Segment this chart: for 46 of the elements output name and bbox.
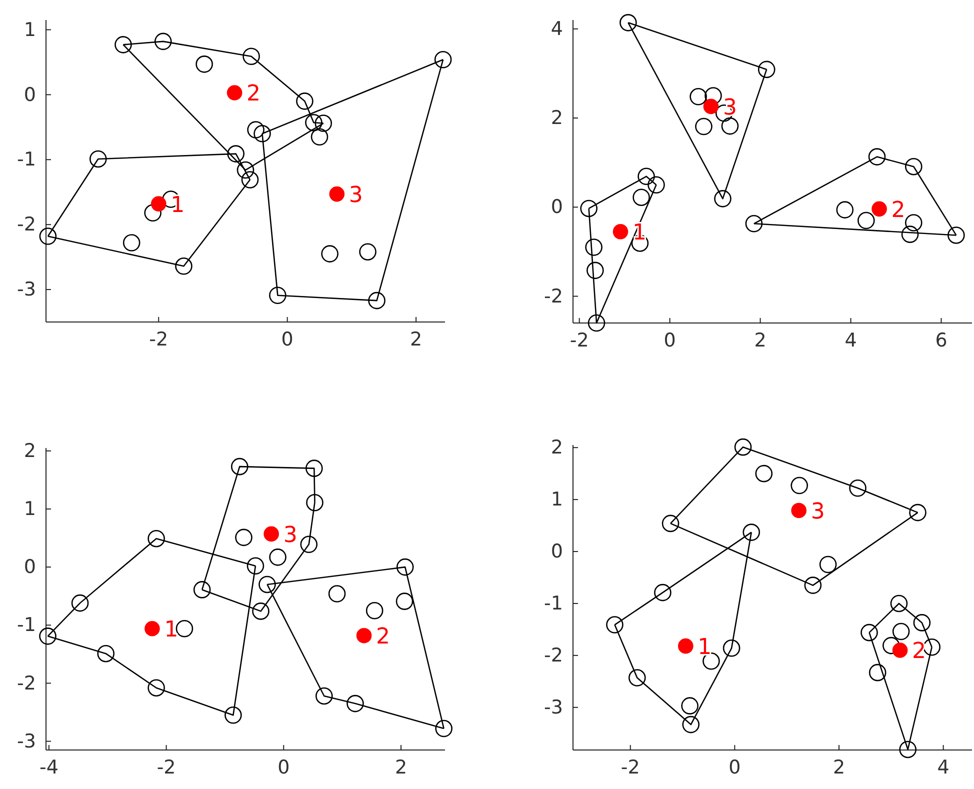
- annotation: 3: [283, 522, 298, 548]
- annotation: 1: [698, 635, 712, 660]
- x-tick-label: 4: [937, 756, 950, 778]
- y-tick-label: -1: [17, 148, 36, 171]
- x-tick-label: 2: [394, 756, 408, 778]
- annotation: 1: [164, 618, 178, 643]
- x-tick-label: 4: [844, 329, 857, 352]
- annotation: 2: [891, 198, 906, 223]
- y-tick-label: 1: [550, 488, 563, 511]
- x-tick-label: 0: [281, 328, 294, 350]
- y-tick-label: 0: [24, 556, 36, 578]
- y-tick-label: 1: [24, 498, 36, 520]
- y-tick-label: 2: [24, 440, 36, 462]
- x-tick-label: 6: [935, 329, 948, 352]
- y-tick-label: -2: [544, 285, 563, 308]
- annotation: 3: [348, 183, 363, 208]
- x-tick-label: 0: [664, 329, 676, 352]
- x-tick-label: -2: [570, 329, 589, 352]
- y-tick-label: -3: [17, 730, 36, 752]
- annotation: 3: [810, 499, 825, 524]
- y-tick-label: -2: [17, 214, 36, 236]
- annotation: 2: [376, 624, 390, 650]
- y-tick-label: 2: [550, 107, 563, 130]
- annotation: 2: [246, 82, 261, 107]
- y-tick-label: -3: [544, 696, 563, 718]
- x-tick-label: 2: [754, 329, 766, 352]
- x-tick-label: -2: [149, 328, 168, 350]
- x-tick-label: -4: [39, 756, 58, 778]
- x-tick-label: 0: [728, 756, 741, 778]
- y-tick-label: 2: [550, 436, 563, 459]
- x-tick-label: 2: [832, 756, 846, 778]
- y-tick-label: 0: [24, 84, 36, 106]
- y-tick-label: -1: [17, 614, 36, 636]
- x-tick-label: 0: [278, 756, 290, 778]
- y-tick-label: 0: [550, 196, 563, 218]
- x-tick-label: -2: [620, 756, 640, 778]
- y-tick-label: 1: [24, 18, 36, 41]
- x-tick-label: 2: [410, 328, 422, 350]
- y-tick-label: -1: [544, 592, 563, 615]
- y-tick-label: -2: [544, 644, 563, 667]
- y-tick-label: 0: [550, 540, 563, 563]
- y-tick-label: -2: [17, 672, 36, 694]
- y-tick-label: 4: [550, 18, 563, 40]
- annotation: 2: [912, 639, 926, 664]
- x-tick-label: -2: [156, 756, 176, 778]
- y-tick-label: -3: [17, 278, 36, 301]
